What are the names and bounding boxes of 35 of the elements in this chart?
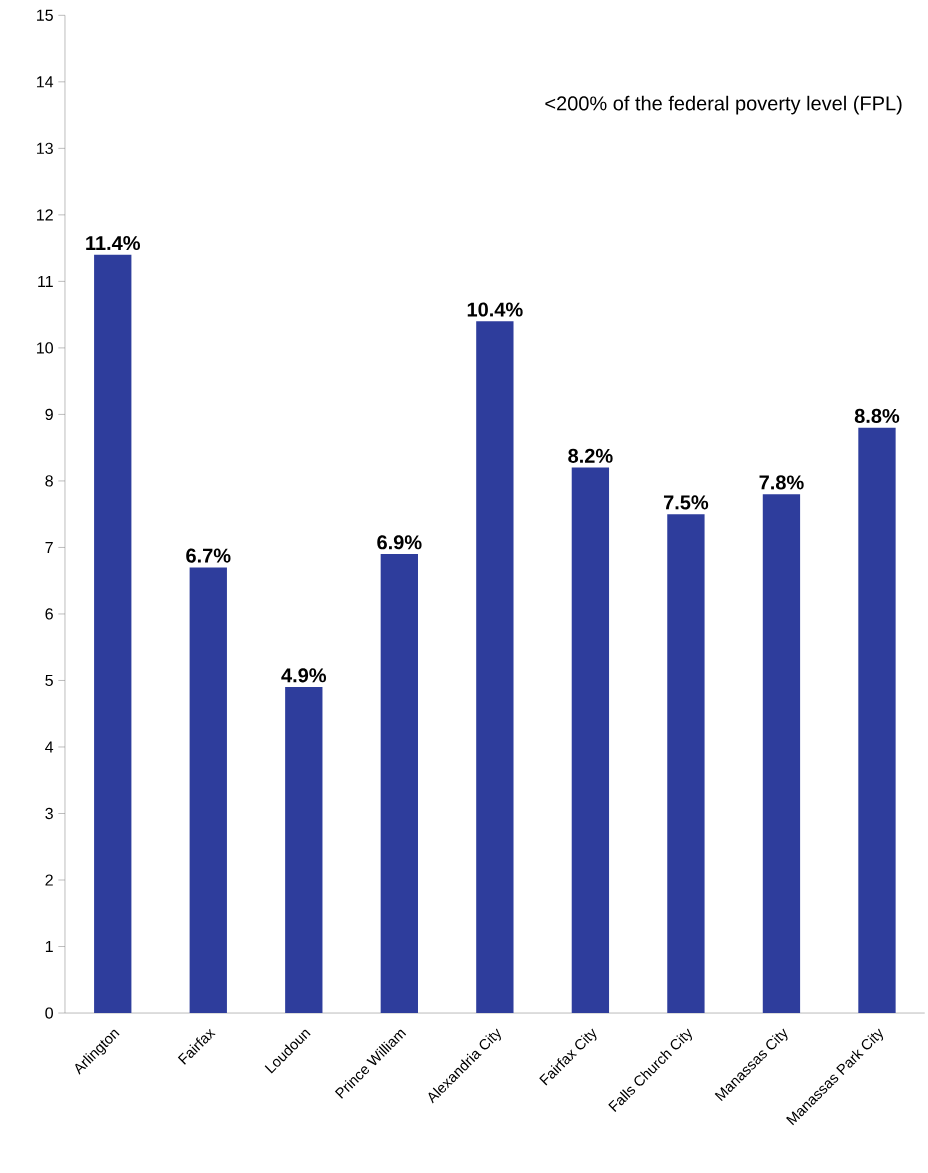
y-tick-label: 9 bbox=[45, 408, 53, 421]
y-tick-label: 0 bbox=[45, 1007, 54, 1019]
data-label: 6.7% bbox=[186, 548, 231, 563]
bar bbox=[571, 467, 610, 1014]
y-tick-label: 12 bbox=[37, 209, 53, 221]
y-tick-label: 13 bbox=[37, 142, 54, 154]
bar bbox=[762, 494, 801, 1014]
y-tick-label: 5 bbox=[45, 674, 54, 687]
data-label: 11.4% bbox=[86, 236, 141, 251]
data-label: 10.4% bbox=[467, 302, 523, 317]
bar bbox=[189, 567, 228, 1014]
data-label: 8.2% bbox=[568, 448, 613, 463]
data-label: 4.9% bbox=[281, 668, 327, 683]
y-tick-label: 4 bbox=[45, 741, 54, 753]
data-label: 7.8% bbox=[759, 475, 804, 490]
y-tick-label: 10 bbox=[37, 342, 54, 354]
y-tick-label: 2 bbox=[45, 874, 53, 886]
y-tick-label: 15 bbox=[37, 9, 54, 21]
data-label: 6.9% bbox=[377, 535, 422, 550]
data-label: 7.5% bbox=[664, 495, 709, 510]
data-label: 8.8% bbox=[854, 408, 900, 423]
bar bbox=[476, 321, 514, 1014]
bar bbox=[380, 554, 419, 1014]
text: <200% of the federal poverty level (FPL) bbox=[545, 95, 902, 115]
bar bbox=[285, 687, 323, 1014]
y-tick-label: 7 bbox=[45, 541, 53, 553]
y-tick-label: 11 bbox=[38, 275, 53, 287]
bar bbox=[858, 427, 896, 1014]
bar bbox=[94, 254, 132, 1014]
y-tick-label: 8 bbox=[45, 475, 54, 487]
y-tick-label: 3 bbox=[45, 807, 54, 820]
bar bbox=[667, 514, 705, 1014]
y-tick-label: 6 bbox=[45, 608, 54, 620]
y-tick-label: 1 bbox=[46, 941, 53, 953]
y-tick-label: 14 bbox=[37, 76, 54, 88]
